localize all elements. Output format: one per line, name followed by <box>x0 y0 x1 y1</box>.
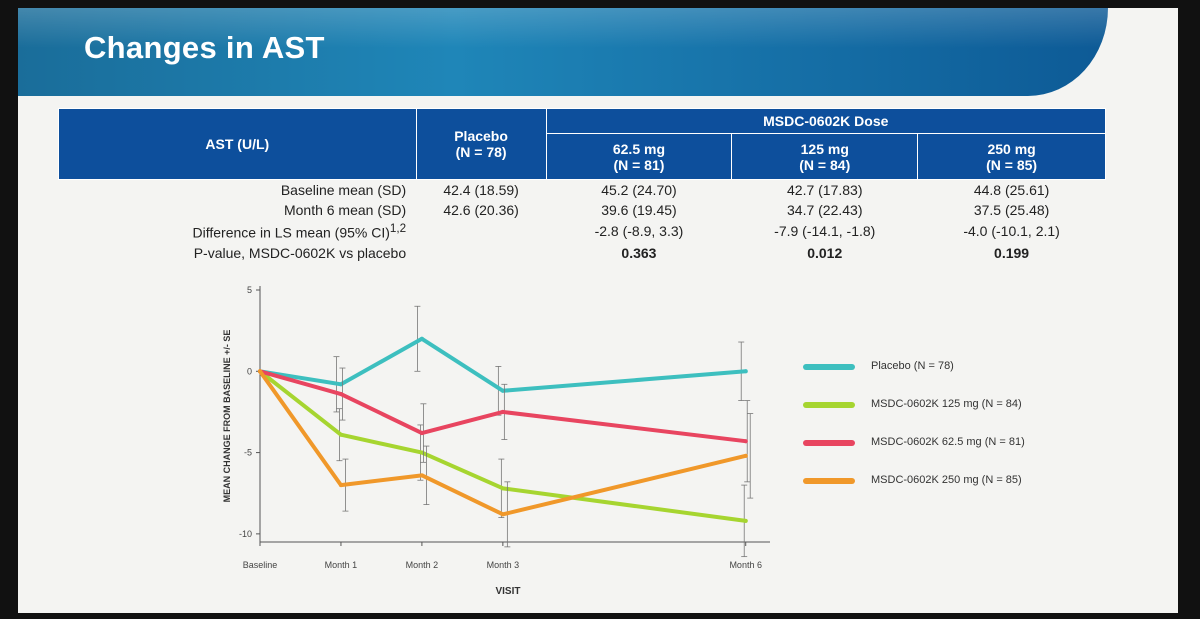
table-cell: 45.2 (24.70) <box>601 182 677 198</box>
data-point <box>500 409 505 414</box>
banner-gloss <box>18 8 1108 48</box>
title-banner: Changes in AST <box>18 8 1108 96</box>
table-row: P-value, MSDC-0602K vs placebo 0.363 0.0… <box>59 243 1106 263</box>
data-point <box>419 431 424 436</box>
table-cell: 42.4 (18.59) <box>443 182 519 198</box>
table-cell: 37.5 (25.48) <box>973 202 1050 218</box>
data-point <box>743 439 748 444</box>
table-cell: 39.6 (19.45) <box>601 202 677 218</box>
row-label-text: Difference in LS mean (95% CI) <box>192 224 390 241</box>
legend-label: MSDC-0602K 250 mg (N = 85) <box>871 474 1022 486</box>
data-point <box>258 369 262 374</box>
data-point <box>419 336 424 341</box>
legend-item: MSDC-0602K 62.5 mg (N = 81) <box>803 434 1123 454</box>
data-point <box>419 473 424 478</box>
legend-item: MSDC-0602K 125 mg (N = 84) <box>803 396 1123 416</box>
legend-swatch <box>803 478 855 484</box>
slide-title: Changes in AST <box>84 30 325 65</box>
dose-header-n: (N = 84) <box>799 156 851 173</box>
data-point <box>500 512 505 517</box>
y-tick-label: -10 <box>239 529 252 539</box>
row-label-superscript: 1,2 <box>389 222 407 235</box>
table-cell: -4.0 (-10.1, 2.1) <box>963 223 1060 240</box>
row-label: P-value, MSDC-0602K vs placebo <box>193 244 407 261</box>
data-point <box>743 369 748 374</box>
x-axis-title: VISIT <box>495 586 520 597</box>
row-label: Difference in LS mean (95% CI)1,2 <box>59 220 417 243</box>
dose-header-250: 250 mg (N = 85) <box>917 133 1106 180</box>
table-corner-header: AST (U/L) <box>58 108 417 180</box>
dose-header-125: 125 mg (N = 84) <box>731 133 919 180</box>
y-axis-title: MEAN CHANGE FROM BASELINE +/- SE <box>222 330 232 503</box>
x-tick-label: Month 1 <box>325 560 358 570</box>
x-tick-label: Baseline <box>243 560 278 570</box>
legend-swatch <box>803 440 855 446</box>
legend-item: MSDC-0602K 250 mg (N = 85) <box>803 472 1123 492</box>
row-label: Month 6 mean (SD) <box>283 202 407 218</box>
data-point <box>419 450 424 455</box>
table-cell: -7.9 (-14.1, -1.8) <box>774 223 876 240</box>
data-point <box>338 392 343 397</box>
dose-header-name: 125 mg <box>800 140 849 157</box>
table-cell: 44.8 (25.61) <box>973 182 1050 198</box>
data-point <box>338 432 343 437</box>
legend-swatch <box>803 364 855 370</box>
legend-item: Placebo (N = 78) <box>803 358 1123 378</box>
x-tick-label: Month 6 <box>729 560 762 570</box>
table-cell: 42.6 (20.36) <box>443 202 519 218</box>
p-value-cell: 0.199 <box>994 244 1030 261</box>
dose-header-n: (N = 81) <box>613 156 665 173</box>
table-cell <box>416 220 546 243</box>
legend-swatch <box>803 402 855 408</box>
table-cell: 34.7 (22.43) <box>787 202 863 218</box>
data-point <box>743 518 748 523</box>
y-tick-label: -5 <box>244 448 252 458</box>
dose-header-name: 250 mg <box>987 140 1036 157</box>
placebo-header-n: (N = 78) <box>455 144 507 160</box>
p-value-cell: 0.363 <box>621 244 657 261</box>
row-label: Baseline mean (SD) <box>280 182 407 198</box>
dose-header-name: 62.5 mg <box>612 140 665 157</box>
legend-label: Placebo (N = 78) <box>871 360 954 372</box>
placebo-header-name: Placebo <box>454 128 508 144</box>
slide: Changes in AST AST (U/L) Placebo (N = 78… <box>18 8 1178 613</box>
table-cell: -2.8 (-8.9, 3.3) <box>594 223 684 240</box>
table-row: Month 6 mean (SD) 42.6 (20.36) 39.6 (19.… <box>59 200 1106 220</box>
series-line <box>258 336 748 393</box>
table-cell <box>416 243 546 263</box>
placebo-header: Placebo (N = 78) <box>415 108 547 180</box>
dose-header-n: (N = 85) <box>986 156 1038 173</box>
y-tick-label: 0 <box>247 366 252 376</box>
dose-header-62-5: 62.5 mg (N = 81) <box>545 133 733 180</box>
dose-group-header: MSDC-0602K Dose <box>545 108 1107 134</box>
p-value-cell: 0.012 <box>807 244 843 261</box>
data-point <box>500 486 505 491</box>
line-chart: 5 0 -5 -10 Baseline Month 1 Month 2 Month 3 Mont… <box>222 285 770 597</box>
data-point <box>743 453 748 458</box>
data-point <box>338 382 343 387</box>
table-row: Difference in LS mean (95% CI)1,2 -2.8 (… <box>59 220 1106 243</box>
table-cell: 42.7 (17.83) <box>787 182 863 198</box>
data-point <box>338 483 343 488</box>
x-tick-label: Month 2 <box>406 560 439 570</box>
legend-label: MSDC-0602K 62.5 mg (N = 81) <box>871 436 1025 448</box>
data-point <box>500 388 505 393</box>
ast-table: AST (U/L) Placebo (N = 78) MSDC-0602K Do… <box>58 108 1107 263</box>
x-tick-label: Month 3 <box>487 560 520 570</box>
y-tick-label: 5 <box>247 285 252 295</box>
table-row: Baseline mean (SD) 42.4 (18.59) 45.2 (24… <box>59 180 1106 201</box>
legend-label: MSDC-0602K 125 mg (N = 84) <box>871 398 1022 410</box>
